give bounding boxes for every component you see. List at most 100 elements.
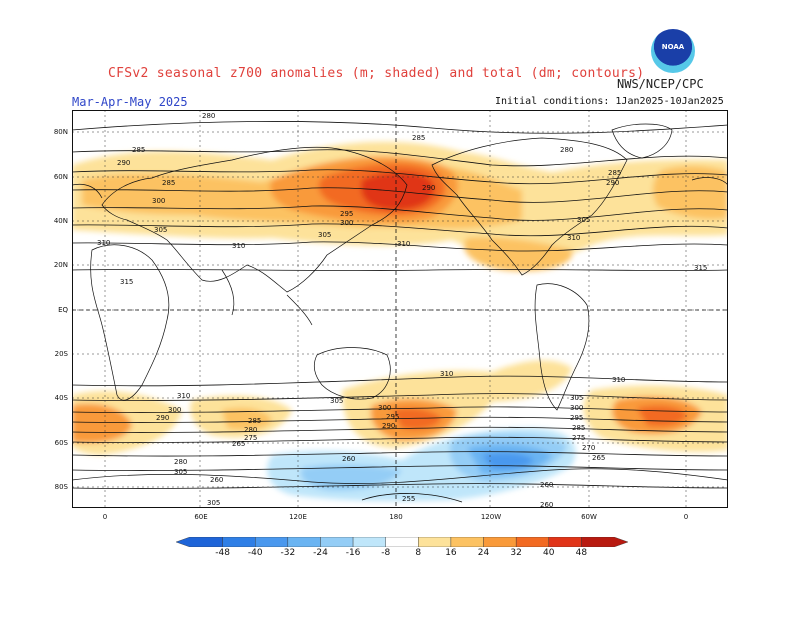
map-frame <box>72 110 728 508</box>
season-label: Mar-Apr-May 2025 <box>72 95 188 109</box>
contour-label: 285 <box>572 424 585 432</box>
contour-label: 305 <box>207 499 220 507</box>
contour-label: 300 <box>378 404 391 412</box>
contour-label: 280 <box>174 458 187 466</box>
lat-label: 60S <box>54 439 68 447</box>
contour-label: 260 <box>342 455 355 463</box>
contour-label: 295 <box>570 414 583 422</box>
colorbar-tick-label: 8 <box>415 548 422 558</box>
contour-label: 290 <box>382 422 395 430</box>
initial-conditions-label: Initial conditions: 1Jan2025-10Jan2025 <box>495 96 724 107</box>
lat-label: 40S <box>54 394 68 402</box>
contour-label: 315 <box>120 278 133 286</box>
colorbar-tick-label: 40 <box>543 548 555 558</box>
colorbar-tick-label: -48 <box>215 548 230 558</box>
contour-label: 285 <box>608 169 621 177</box>
colorbar-cell <box>548 537 582 547</box>
lat-label: 20N <box>53 261 68 269</box>
contour-label: 305 <box>154 226 167 234</box>
noaa-logo-text: NOAA <box>661 43 685 51</box>
contour-label: 255 <box>402 495 415 503</box>
lat-label: 40N <box>53 217 68 225</box>
contour-label: 260 <box>540 501 553 508</box>
noaa-logo: NOAA <box>651 29 695 73</box>
contour-label: 275 <box>572 434 585 442</box>
contour-label: 310 <box>97 239 110 247</box>
contour-label: 305 <box>318 231 331 239</box>
contour-label: 275 <box>244 434 257 442</box>
lon-label: 120W <box>480 513 502 521</box>
chart-title: CFSv2 seasonal z700 anomalies (m; shaded… <box>108 66 645 81</box>
lat-label: 20S <box>54 350 68 358</box>
contour-label: 310 <box>232 242 245 250</box>
contour-label: 295 <box>386 413 399 421</box>
contour-label: 260 <box>540 481 553 489</box>
contour-label: 265 <box>592 454 605 462</box>
lat-label: EQ <box>58 306 68 314</box>
lon-label: 120E <box>289 513 307 521</box>
contour-label: 305 <box>570 394 583 402</box>
anomaly-map: 280 285 285 290 290 285 300 295 300 305 … <box>72 110 728 508</box>
gridlines <box>72 110 728 508</box>
contour-label: 265 <box>232 440 245 448</box>
contour-label: 280 <box>244 426 257 434</box>
contour-label: 290 <box>422 184 435 192</box>
colorbar-cell <box>222 537 256 547</box>
contour-label: 285 <box>412 134 425 142</box>
colorbar-cell <box>450 537 484 547</box>
colorbar-cell <box>255 537 289 547</box>
contour-label: 310 <box>397 240 410 248</box>
lon-label: 180 <box>389 513 403 521</box>
contour-label: 285 <box>132 146 145 154</box>
colorbar-cell <box>515 537 549 547</box>
contour-label: 280 <box>202 112 215 120</box>
lat-label: 60N <box>53 173 68 181</box>
colorbar-cell <box>287 537 321 547</box>
contour-label: 305 <box>330 397 343 405</box>
contour-label: 305 <box>174 468 187 476</box>
colorbar-tick-label: 24 <box>477 548 490 558</box>
contour-label: 290 <box>156 414 169 422</box>
contour-label: 290 <box>606 179 619 187</box>
colorbar-tick-label: 32 <box>510 548 522 558</box>
colorbar-cell <box>483 537 517 547</box>
contour-label: 300 <box>168 406 181 414</box>
colorbar-tick-label: -16 <box>345 548 361 558</box>
colorbar-cell <box>352 537 386 547</box>
colorbar-tick-label: -40 <box>247 548 263 558</box>
contour-label: 270 <box>582 444 595 452</box>
contour-label: 310 <box>612 376 625 384</box>
contour-label: 290 <box>117 159 130 167</box>
contour-label: 310 <box>177 392 190 400</box>
lat-label: 80S <box>54 483 68 491</box>
contour-label: 300 <box>340 219 353 227</box>
colorbar-cell <box>581 537 628 547</box>
anomaly-shading <box>72 141 728 502</box>
contour-label: 260 <box>210 476 223 484</box>
lon-label: 0 <box>102 513 108 521</box>
colorbar-tick-label: -24 <box>313 548 328 558</box>
contour-label: 305 <box>577 216 590 224</box>
colorbar-tick-label: -8 <box>381 548 391 558</box>
height-contours <box>72 121 728 503</box>
colorbar-cell <box>320 537 354 547</box>
contour-label: 300 <box>570 404 583 412</box>
contour-label: 295 <box>340 210 353 218</box>
contour-label: 310 <box>440 370 453 378</box>
contour-label: 280 <box>560 146 573 154</box>
contour-label: 310 <box>567 234 580 242</box>
contour-label: 285 <box>248 417 261 425</box>
colorbar <box>176 537 628 547</box>
colorbar-cell <box>385 537 419 547</box>
coastlines <box>72 123 728 484</box>
lon-label: 60E <box>194 513 208 521</box>
lon-label: 60W <box>581 513 597 521</box>
contour-label: 315 <box>694 264 707 272</box>
organization-label: NWS/NCEP/CPC <box>617 77 704 91</box>
colorbar-tick-label: 48 <box>575 548 588 558</box>
lat-label: 80N <box>53 128 68 136</box>
colorbar-cell <box>418 537 452 547</box>
contour-label: 300 <box>152 197 165 205</box>
lon-label: 0 <box>683 513 689 521</box>
colorbar-tick-label: -32 <box>280 548 296 558</box>
